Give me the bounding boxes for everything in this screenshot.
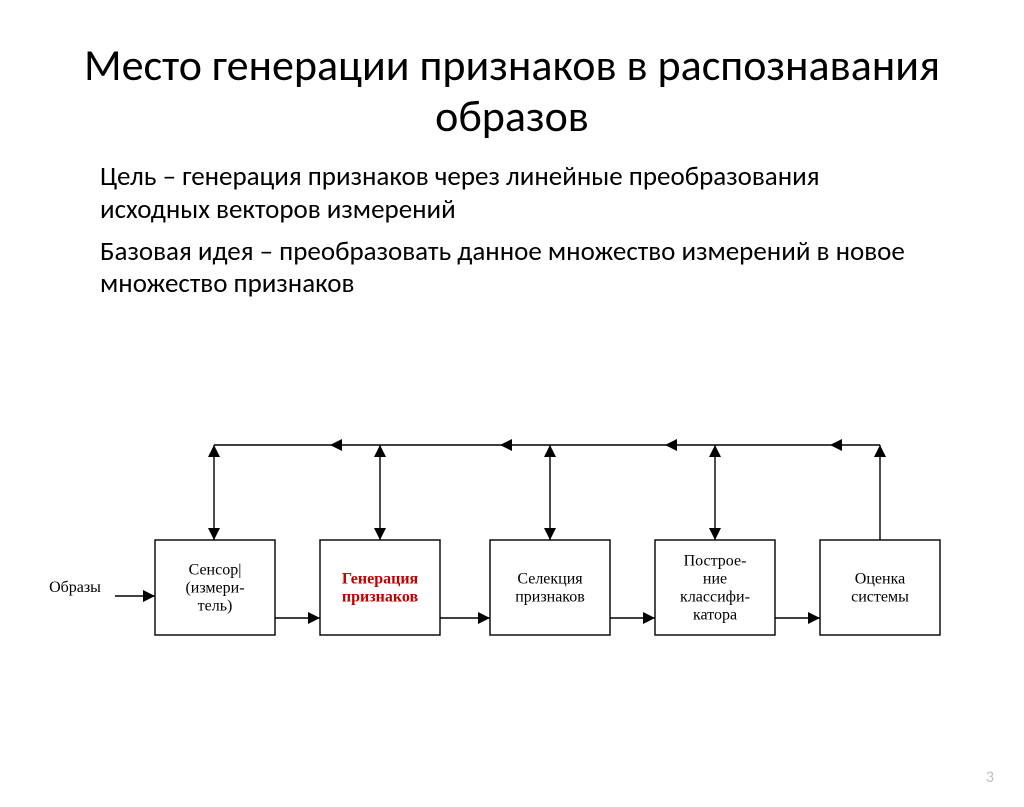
svg-text:признаков: признаков [515,589,585,606]
page-number: 3 [986,768,994,787]
svg-text:Построе-: Построе- [684,553,747,570]
input-label: Образы [49,579,101,596]
svg-text:тель): тель) [198,598,233,615]
flow-node-eval: Оценкасистемы [820,540,940,635]
svg-text:системы: системы [851,589,909,606]
svg-text:ние: ние [703,571,727,588]
svg-text:катора: катора [693,607,737,624]
svg-text:Селекция: Селекция [517,571,583,588]
svg-text:классифи-: классифи- [680,589,750,606]
svg-text:Сенсор|: Сенсор| [189,562,242,579]
svg-text:Оценка: Оценка [855,571,905,588]
flowchart-diagram: ОбразыСенсор|(измери-тель)Генерацияпризн… [0,40,1024,807]
flow-node-sel: Селекцияпризнаков [490,540,610,635]
flow-node-class: Построе-ниеклассифи-катора [655,540,775,635]
flow-node-gen: Генерацияпризнаков [320,540,440,635]
svg-text:признаков: признаков [342,589,419,606]
svg-text:Генерация: Генерация [342,571,419,588]
flow-node-sensor: Сенсор|(измери-тель) [155,540,275,635]
svg-text:(измери-: (измери- [185,580,244,597]
